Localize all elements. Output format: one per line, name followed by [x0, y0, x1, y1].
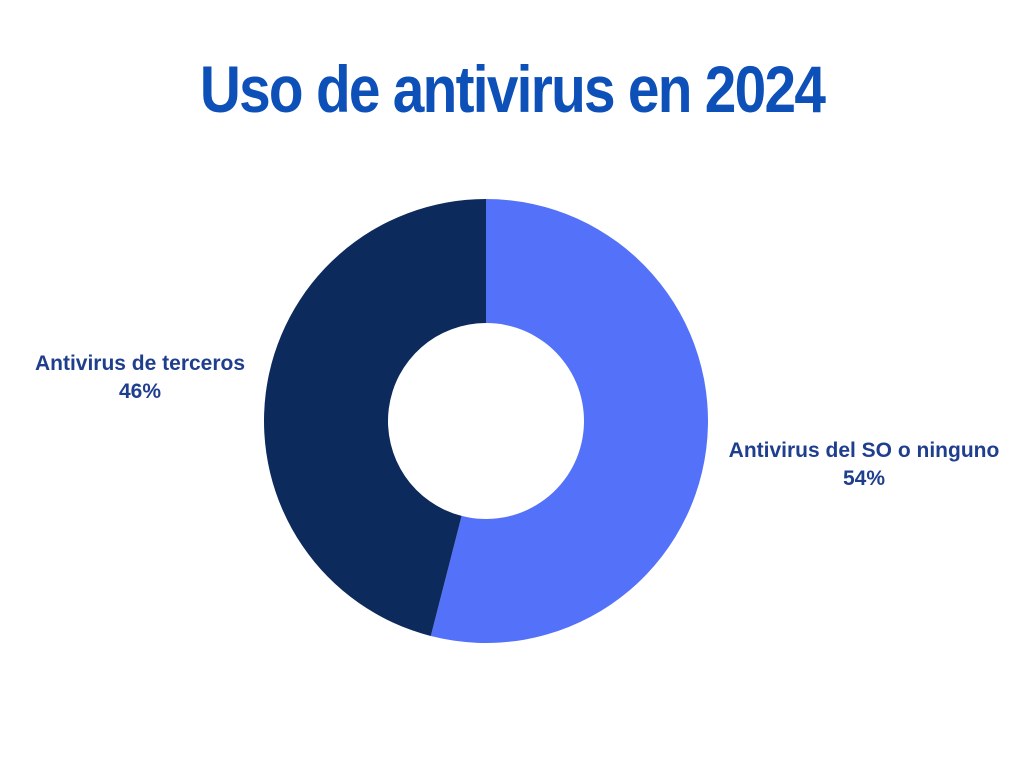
slice-label-antivirus-del-so-o-ninguno: Antivirus del SO o ninguno 54% — [714, 437, 1014, 493]
slice-label-text: Antivirus de terceros — [34, 352, 246, 375]
donut-slice — [264, 199, 486, 637]
slice-percentage: 46% — [118, 380, 162, 403]
slice-label-antivirus-de-terceros: Antivirus de terceros 46% — [0, 350, 280, 406]
chart-title: Uso de antivirus en 2024 — [199, 52, 826, 126]
donut-chart — [264, 199, 708, 643]
slice-label-text: Antivirus del SO o ninguno — [728, 439, 1000, 462]
donut-svg — [264, 199, 708, 643]
donut-slice — [430, 199, 708, 643]
slice-percentage: 54% — [842, 467, 886, 490]
